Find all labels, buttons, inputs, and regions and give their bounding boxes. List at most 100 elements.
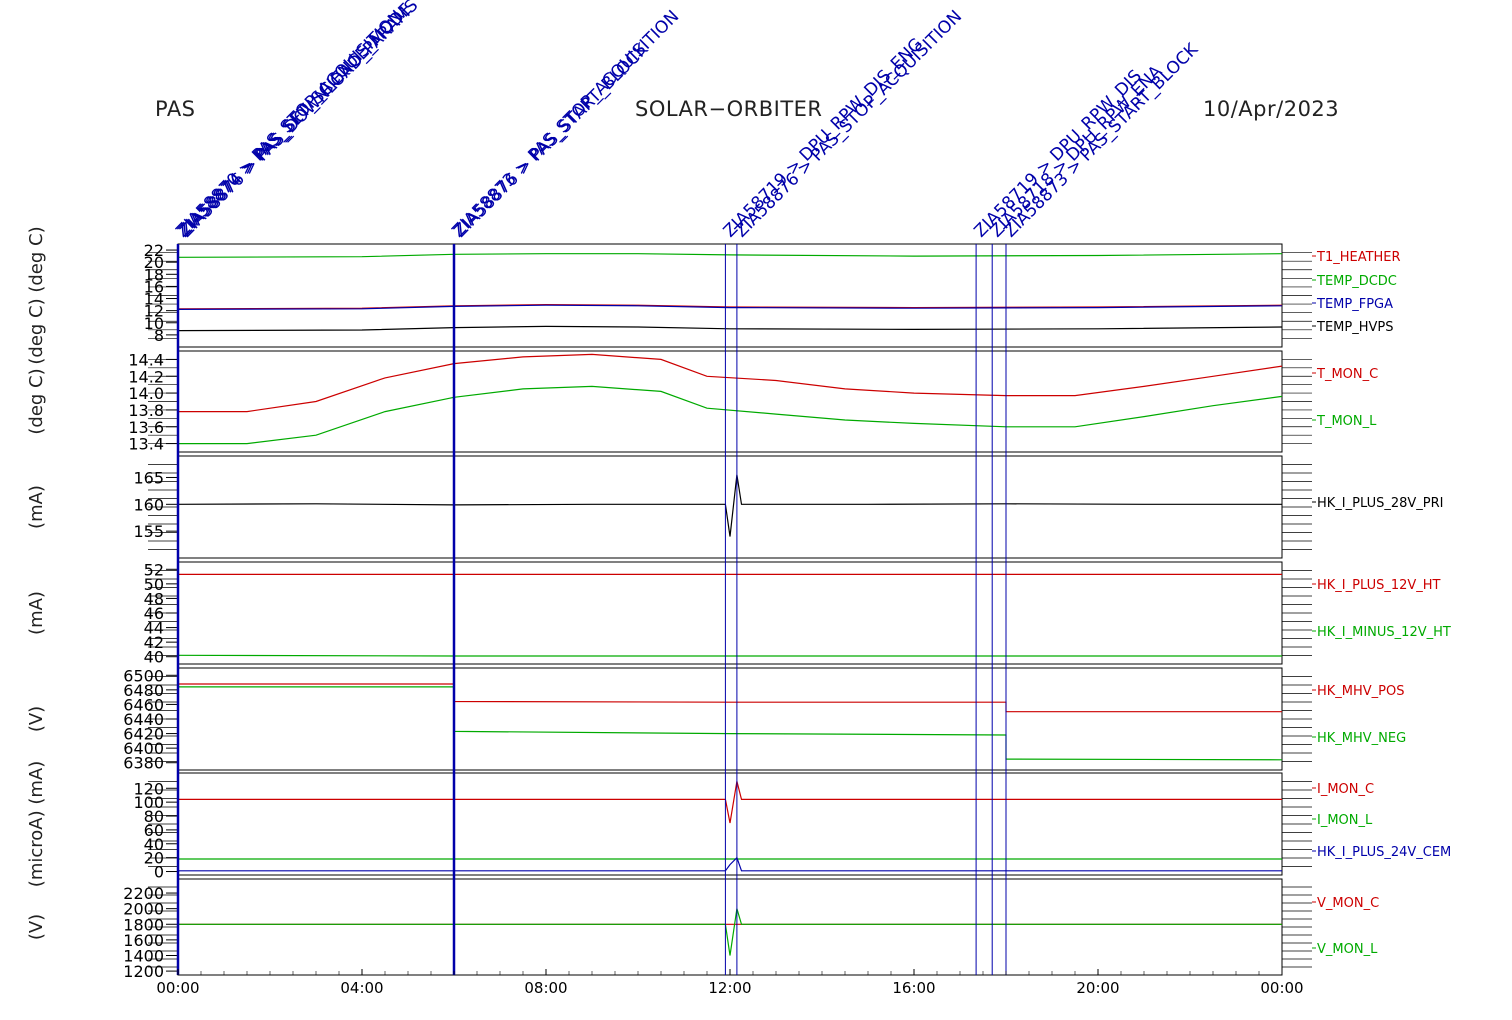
series-line — [178, 385, 1283, 445]
series-line — [177, 654, 1282, 657]
legend-label: I_MON_C — [1317, 782, 1374, 797]
y-tick-label: 155 — [133, 522, 164, 541]
legend-label: V_MON_L — [1317, 942, 1378, 957]
legend-label: HK_I_PLUS_24V_CEM — [1317, 845, 1451, 860]
y-tick-label: 22 — [144, 241, 164, 260]
event-label: ZIA58873 > PAS_START_BLOCK — [1000, 39, 1202, 241]
series-line — [177, 304, 1283, 310]
event-label: ZIA58719 > DPU_RPW_DIS — [970, 66, 1145, 241]
event-label: ZIA58876 > PAS_STOP_ACQUISITION — [731, 7, 966, 242]
y-axis-label: (deg C) — [26, 368, 47, 434]
y-tick-label: 14 — [144, 290, 164, 309]
series-line — [178, 683, 1282, 713]
y-tick-label: 50 — [144, 575, 164, 594]
y-tick-label: 16 — [144, 277, 164, 296]
panel-frame — [177, 243, 1283, 348]
y-tick-label: 48 — [144, 589, 164, 608]
y-tick-label: 52 — [144, 560, 164, 579]
y-tick-label: 13.6 — [128, 418, 164, 437]
y-tick-label: 14.2 — [128, 367, 164, 386]
y-tick-label: 13.4 — [128, 435, 164, 454]
y-tick-label: 6500 — [123, 666, 164, 685]
series-line — [177, 325, 1283, 332]
series-line — [178, 781, 1282, 824]
panel-frame — [177, 772, 1283, 876]
legend-label: T_MON_C — [1316, 367, 1378, 382]
panel-3: 155 160 165 (mA) HK_I_PLUS_28V_PRI — [26, 455, 1443, 559]
series-line — [178, 686, 1283, 761]
y-axis-label: (microA) (mA) — [26, 761, 47, 887]
header-mission: SOLAR−ORBITER — [635, 97, 823, 121]
y-tick-label: 14.0 — [128, 384, 164, 403]
series-line — [177, 253, 1283, 258]
y-tick-label: 40 — [144, 648, 164, 667]
panel-frame — [177, 350, 1283, 453]
y-tick-label: 0 — [154, 863, 164, 882]
legend-label: I_MON_L — [1317, 813, 1373, 828]
y-tick-label: 44 — [144, 619, 164, 638]
legend-label: T1_HEATHER — [1316, 250, 1401, 265]
y-tick-label: 40 — [144, 835, 164, 854]
y-tick-label: 13.8 — [128, 401, 164, 420]
series-line — [178, 908, 1282, 956]
panel-frame — [177, 455, 1283, 559]
y-tick-label: 100 — [133, 793, 164, 812]
panel-frame — [177, 667, 1283, 771]
x-tick-label: 12:00 — [708, 979, 751, 997]
y-tick-label: 80 — [144, 807, 164, 826]
y-tick-label: 6400 — [123, 739, 164, 758]
legend-label: HK_MHV_NEG — [1317, 731, 1406, 746]
y-tick-label: 120 — [133, 779, 164, 798]
legend-label: HK_I_PLUS_28V_PRI — [1317, 496, 1443, 511]
series-line — [177, 474, 1282, 537]
y-tick-label: 6420 — [123, 725, 164, 744]
y-tick-label: 14.4 — [128, 350, 164, 369]
y-tick-label: 1800 — [123, 915, 164, 934]
legend-label: TEMP_DCDC — [1316, 274, 1397, 289]
y-tick-label: 2200 — [123, 884, 164, 903]
legend-label: V_MON_C — [1317, 896, 1379, 911]
y-tick-label: 6380 — [123, 754, 164, 773]
event-label: ZIA58876 > PAS_START_BLOCK — [450, 39, 652, 241]
y-tick-label: 46 — [144, 604, 164, 623]
x-tick-label: 00:00 — [1260, 979, 1303, 997]
legend-label: TEMP_FPGA — [1316, 297, 1393, 312]
legend-label: HK_MHV_POS — [1317, 684, 1405, 699]
y-tick-label: 6480 — [123, 681, 164, 700]
panel-frame — [177, 561, 1283, 665]
y-tick-label: 20 — [144, 849, 164, 868]
y-tick-label: 2000 — [123, 900, 164, 919]
x-tick-label: 16:00 — [892, 979, 935, 997]
y-tick-label: 165 — [133, 468, 164, 487]
x-tick-label: 20:00 — [1076, 979, 1119, 997]
y-tick-label: 10 — [144, 314, 164, 333]
y-tick-label: 8 — [154, 326, 164, 345]
y-tick-label: 60 — [144, 821, 164, 840]
y-axis-label: (mA) — [26, 591, 47, 635]
header-date: 10/Apr/2023 — [1203, 97, 1340, 121]
panel-2: 13.413.613.814.014.214.4 (deg C) T_MON_C T_… — [26, 350, 1378, 453]
y-tick-label: 160 — [133, 495, 164, 514]
y-axis-label: (mA) — [26, 485, 47, 529]
y-tick-label: 1600 — [123, 931, 164, 950]
y-tick-label: 18 — [144, 265, 164, 284]
y-axis-label: (deg C) (deg C) — [26, 226, 47, 364]
header-instrument: PAS — [155, 97, 196, 121]
y-axis-label: (V) — [26, 706, 47, 732]
y-tick-label: 20 — [144, 253, 164, 272]
y-tick-label: 12 — [144, 302, 164, 321]
y-tick-label: 6440 — [123, 710, 164, 729]
series-line — [178, 353, 1283, 413]
series-line — [178, 856, 1282, 872]
legend-label: TEMP_HVPS — [1316, 320, 1393, 335]
x-tick-label: 08:00 — [524, 979, 567, 997]
legend-label: T_MON_L — [1316, 414, 1377, 429]
legend-label: HK_I_MINUS_12V_HT — [1317, 625, 1451, 640]
x-tick-label: 00:00 — [156, 979, 199, 997]
